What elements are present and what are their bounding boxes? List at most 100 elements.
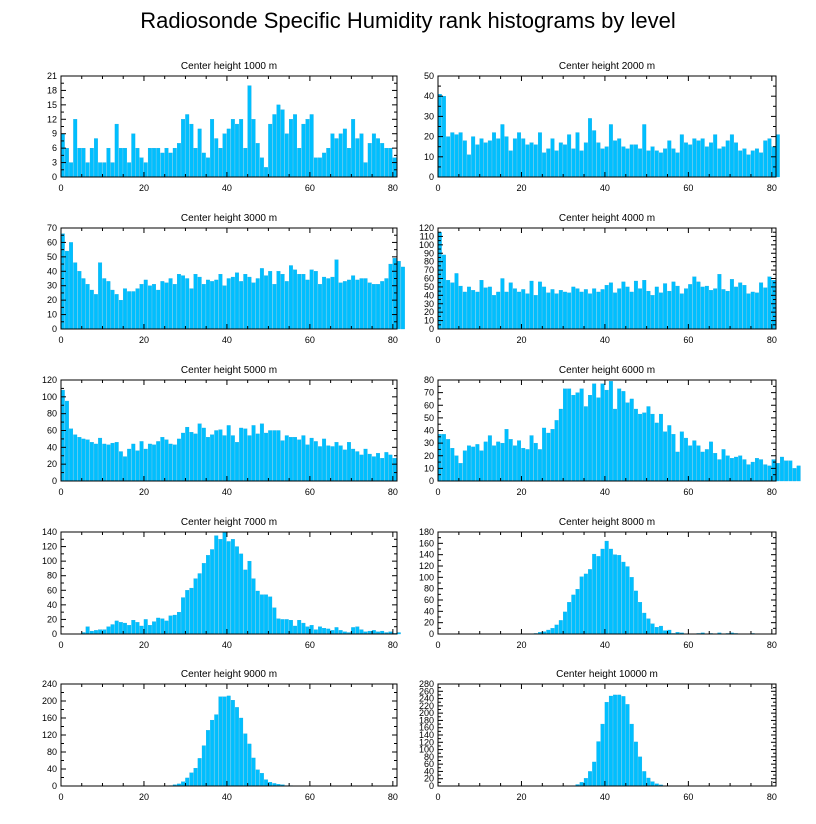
histogram-bar [89, 147, 94, 178]
x-tick-label: 20 [516, 183, 526, 193]
histogram-bar [483, 441, 488, 482]
histogram-bar [156, 441, 161, 482]
histogram-bar [322, 276, 327, 330]
histogram-bar [334, 442, 339, 482]
histogram-bar [206, 157, 210, 178]
y-tick-label: 0 [52, 324, 57, 334]
histogram-bar [613, 554, 617, 635]
histogram-bar [579, 782, 584, 787]
histogram-bar [152, 621, 156, 635]
histogram-bar [525, 449, 530, 482]
histogram-bar [318, 446, 322, 482]
histogram-bar [462, 291, 467, 330]
histogram-bar [309, 625, 314, 635]
histogram-bar [487, 435, 492, 482]
histogram-bar [533, 442, 538, 482]
histogram-bar [193, 578, 198, 635]
histogram-bar [546, 148, 551, 178]
histogram-bar [355, 279, 360, 330]
histogram-bar [596, 291, 601, 330]
histogram-bar [243, 274, 248, 330]
histogram-bar [725, 140, 730, 178]
histogram-bar [588, 118, 592, 178]
histogram-bar [604, 146, 609, 178]
histogram-bar [579, 388, 584, 482]
histogram-bar [118, 451, 123, 482]
histogram-bar [272, 114, 277, 178]
histogram-bar [700, 138, 705, 178]
histogram-bar [288, 437, 293, 482]
histogram-bar [118, 299, 123, 330]
histogram-bar [442, 434, 446, 482]
histogram-bar [625, 704, 630, 787]
histogram-bar [771, 146, 776, 178]
y-tick-label: 0 [52, 172, 57, 182]
histogram-bar [127, 291, 132, 330]
panel-title: Center height 2000 m [559, 61, 655, 72]
histogram-bar [479, 450, 484, 482]
histogram-bar [546, 432, 551, 482]
histogram-bar [243, 147, 248, 178]
histogram-bar [767, 276, 772, 330]
histogram-bar [367, 453, 372, 482]
histogram-bar [81, 278, 86, 330]
histogram-bar [189, 432, 194, 482]
histogram-bar [94, 138, 98, 178]
y-tick-label: 100 [419, 240, 434, 250]
histogram-bar [206, 279, 210, 330]
histogram-bar [110, 289, 115, 330]
histogram-bar [617, 388, 622, 482]
histogram-bar [721, 449, 726, 482]
y-tick-label: 0 [429, 476, 434, 486]
histogram-bar [147, 443, 152, 482]
histogram-bar [767, 138, 772, 178]
histogram-bar [77, 437, 82, 482]
histogram-bar [102, 629, 107, 635]
histogram-bar [131, 443, 136, 482]
histogram-bar [571, 394, 576, 482]
histogram-bar [533, 144, 538, 178]
histogram-bar [613, 292, 617, 330]
histogram-bar [704, 449, 709, 482]
histogram-bar [483, 287, 488, 330]
histogram-bar [268, 430, 273, 482]
histogram-bar [704, 285, 709, 330]
histogram-bar [496, 441, 501, 482]
histogram-bar [725, 290, 730, 330]
histogram-bar [713, 134, 718, 178]
y-tick-label: 0 [429, 324, 434, 334]
y-tick-label: 20 [47, 459, 57, 469]
histogram-bar [193, 147, 198, 178]
histogram-bar [642, 771, 647, 787]
histogram-bar [367, 282, 372, 330]
histogram-bar [181, 432, 186, 482]
histogram-bar [235, 442, 239, 482]
histogram-bar [280, 440, 285, 482]
histogram-bar [621, 696, 626, 787]
histogram-bar [69, 242, 74, 330]
histogram-bar [721, 289, 726, 330]
histogram-bar [230, 539, 235, 635]
histogram-bar [604, 540, 609, 635]
histogram-bar [280, 619, 285, 635]
y-tick-label: 10 [424, 316, 434, 326]
y-tick-label: 6 [52, 143, 57, 153]
histogram-bar [81, 147, 86, 178]
histogram-bar [696, 445, 701, 482]
histogram-bar [160, 281, 165, 330]
histogram-bar [538, 449, 542, 482]
histogram-bar [330, 276, 335, 330]
y-tick-label: 21 [47, 71, 57, 81]
histogram-bar [222, 435, 227, 482]
histogram-bar [784, 460, 789, 482]
histogram-bar [239, 119, 244, 178]
histogram-bar [347, 442, 351, 482]
histogram-bar [264, 779, 268, 787]
histogram-bar [367, 143, 372, 178]
y-tick-label: 10 [424, 463, 434, 473]
histogram-bar [709, 441, 713, 482]
histogram-bar [659, 625, 663, 635]
histogram-bar [788, 460, 793, 482]
histogram-bar [193, 433, 198, 482]
y-tick-label: 0 [52, 476, 57, 486]
